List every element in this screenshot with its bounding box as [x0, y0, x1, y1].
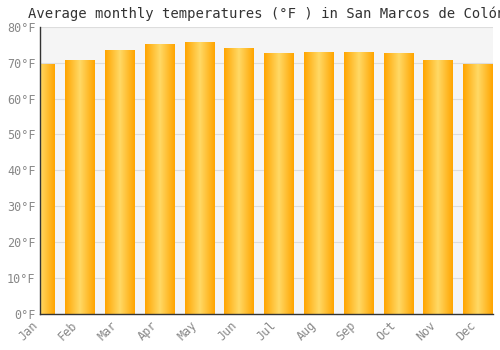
Bar: [65, 61, 95, 314]
Bar: [184, 42, 214, 314]
Bar: [463, 64, 493, 314]
Bar: [145, 45, 174, 314]
Bar: [105, 50, 135, 314]
Bar: [344, 52, 374, 314]
Bar: [384, 54, 414, 314]
Bar: [26, 64, 55, 314]
Bar: [304, 52, 334, 314]
Title: Average monthly temperatures (°F ) in San Marcos de Colón: Average monthly temperatures (°F ) in Sa…: [28, 7, 500, 21]
Bar: [424, 61, 454, 314]
Bar: [224, 48, 254, 314]
Bar: [264, 53, 294, 314]
